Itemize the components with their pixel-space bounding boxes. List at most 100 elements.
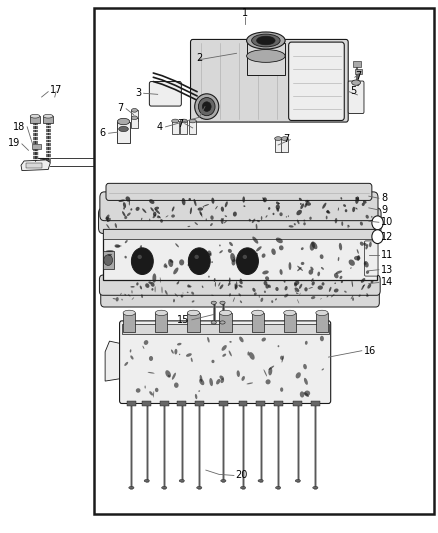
Ellipse shape xyxy=(366,295,369,297)
Text: 7: 7 xyxy=(356,71,362,80)
Ellipse shape xyxy=(117,118,130,125)
Ellipse shape xyxy=(122,211,126,216)
Text: 4: 4 xyxy=(157,122,163,132)
Ellipse shape xyxy=(364,262,367,265)
Ellipse shape xyxy=(198,207,203,211)
Ellipse shape xyxy=(166,215,168,217)
Ellipse shape xyxy=(187,285,190,287)
Ellipse shape xyxy=(297,299,299,304)
Polygon shape xyxy=(21,160,50,171)
Ellipse shape xyxy=(261,337,266,342)
Ellipse shape xyxy=(155,209,160,214)
Ellipse shape xyxy=(150,207,154,212)
Bar xyxy=(275,139,282,152)
Ellipse shape xyxy=(168,375,170,377)
Ellipse shape xyxy=(142,346,145,349)
Ellipse shape xyxy=(222,218,224,220)
Ellipse shape xyxy=(131,290,133,294)
Ellipse shape xyxy=(349,260,355,266)
Ellipse shape xyxy=(240,251,241,253)
Ellipse shape xyxy=(341,281,343,283)
FancyBboxPatch shape xyxy=(99,208,381,233)
Ellipse shape xyxy=(339,276,343,279)
Ellipse shape xyxy=(212,360,215,363)
Ellipse shape xyxy=(219,245,221,246)
Ellipse shape xyxy=(221,207,224,212)
Ellipse shape xyxy=(355,196,359,204)
Ellipse shape xyxy=(276,238,283,243)
Ellipse shape xyxy=(240,301,242,303)
FancyBboxPatch shape xyxy=(103,229,377,239)
Ellipse shape xyxy=(191,358,193,362)
Ellipse shape xyxy=(344,290,347,293)
Ellipse shape xyxy=(181,295,182,296)
Ellipse shape xyxy=(242,196,245,203)
Ellipse shape xyxy=(232,259,236,265)
Ellipse shape xyxy=(303,364,307,369)
Ellipse shape xyxy=(280,356,283,360)
Ellipse shape xyxy=(129,200,130,206)
Ellipse shape xyxy=(194,199,197,206)
Ellipse shape xyxy=(233,297,235,302)
Ellipse shape xyxy=(136,207,140,211)
Text: 7: 7 xyxy=(117,103,124,112)
Ellipse shape xyxy=(165,290,168,295)
Ellipse shape xyxy=(173,268,178,274)
Ellipse shape xyxy=(211,301,216,304)
Text: 15: 15 xyxy=(177,315,189,325)
Ellipse shape xyxy=(352,207,355,212)
Ellipse shape xyxy=(136,282,138,286)
Bar xyxy=(160,401,169,406)
Ellipse shape xyxy=(208,251,212,255)
Ellipse shape xyxy=(171,214,175,217)
Ellipse shape xyxy=(216,379,220,384)
Ellipse shape xyxy=(289,225,293,228)
Ellipse shape xyxy=(141,294,143,298)
Ellipse shape xyxy=(173,300,175,302)
Ellipse shape xyxy=(282,356,284,362)
Circle shape xyxy=(372,230,383,244)
Ellipse shape xyxy=(305,341,307,345)
Ellipse shape xyxy=(30,114,40,118)
Ellipse shape xyxy=(198,390,200,392)
Ellipse shape xyxy=(334,273,339,278)
Ellipse shape xyxy=(131,208,132,211)
Ellipse shape xyxy=(151,282,155,287)
Ellipse shape xyxy=(130,349,131,352)
Ellipse shape xyxy=(351,295,353,299)
Ellipse shape xyxy=(106,224,110,229)
Bar xyxy=(219,313,232,332)
Ellipse shape xyxy=(108,254,112,256)
Ellipse shape xyxy=(297,266,303,271)
Ellipse shape xyxy=(268,366,274,370)
Ellipse shape xyxy=(264,369,267,376)
Ellipse shape xyxy=(240,280,243,284)
Ellipse shape xyxy=(229,293,231,296)
Ellipse shape xyxy=(179,260,184,265)
Ellipse shape xyxy=(320,336,324,341)
Ellipse shape xyxy=(279,212,283,216)
Ellipse shape xyxy=(272,213,275,215)
Ellipse shape xyxy=(326,211,330,214)
Ellipse shape xyxy=(321,267,324,270)
Ellipse shape xyxy=(165,370,171,378)
FancyBboxPatch shape xyxy=(364,241,378,276)
Ellipse shape xyxy=(215,206,218,209)
Ellipse shape xyxy=(237,370,240,377)
Ellipse shape xyxy=(304,378,308,385)
Ellipse shape xyxy=(160,219,163,223)
Ellipse shape xyxy=(304,391,310,396)
Ellipse shape xyxy=(153,391,154,398)
Bar xyxy=(247,43,285,75)
Ellipse shape xyxy=(348,225,350,227)
Ellipse shape xyxy=(276,205,280,209)
Ellipse shape xyxy=(149,199,155,204)
Ellipse shape xyxy=(252,288,256,292)
Ellipse shape xyxy=(256,224,258,230)
Ellipse shape xyxy=(106,216,109,220)
Ellipse shape xyxy=(264,290,266,293)
Text: 13: 13 xyxy=(381,265,393,274)
Ellipse shape xyxy=(300,204,304,209)
Ellipse shape xyxy=(276,486,281,489)
Bar xyxy=(274,401,283,406)
